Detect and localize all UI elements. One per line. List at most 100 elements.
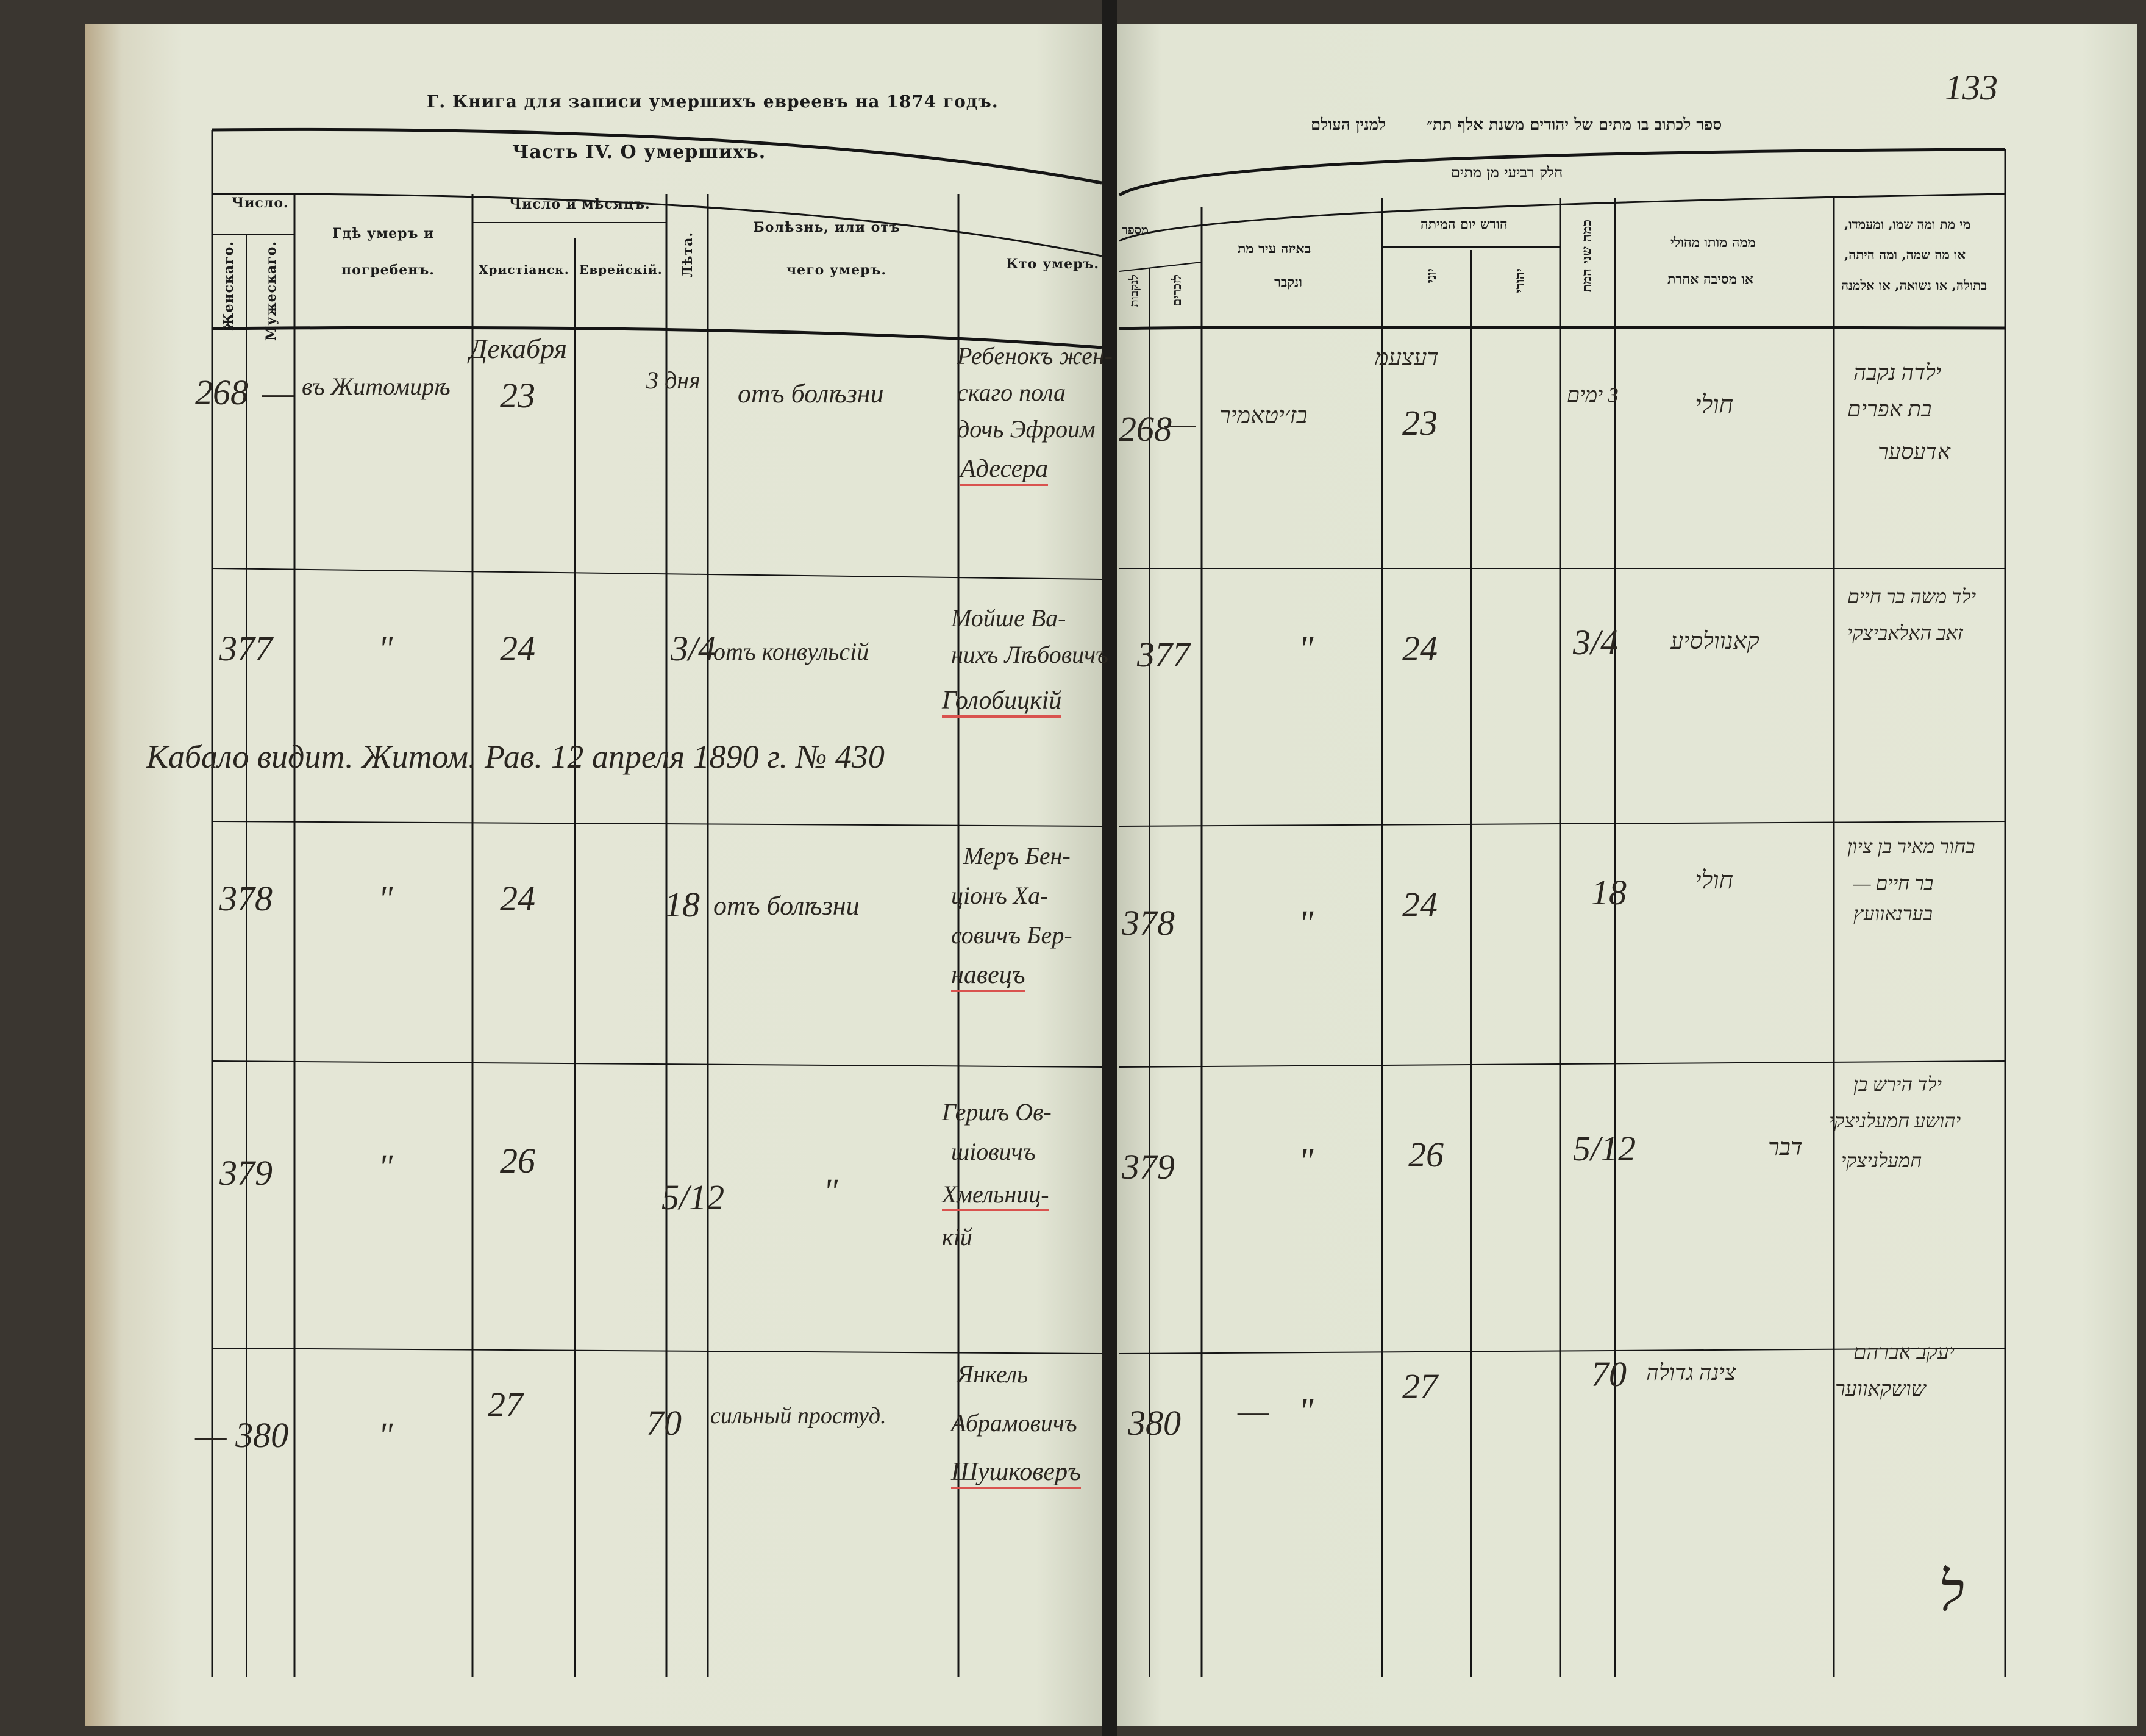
who-line: זאב האלאביצקי <box>1847 622 1963 644</box>
month-note: Декабря <box>469 333 567 364</box>
book-spine <box>1102 0 1117 1736</box>
female-number: 380 <box>1128 1403 1181 1443</box>
date: 26 <box>500 1141 535 1181</box>
who-line: בחור מאיר בן ציון <box>1847 835 1975 857</box>
header-male-he: לזכרים <box>1169 274 1184 307</box>
right-page-title-era: למנין העולם <box>1311 116 1386 134</box>
header-jewish-he: יהודי <box>1512 268 1528 293</box>
who-line: Хмельниц- <box>942 1180 1049 1211</box>
cause: отъ болѣзни <box>713 891 860 921</box>
place: בז׳יטאמיר <box>1219 403 1308 429</box>
age: 18 <box>1591 873 1627 912</box>
date: 24 <box>500 629 535 668</box>
place: " <box>378 1415 393 1455</box>
cause: דבר <box>1768 1135 1803 1160</box>
who-line: אדעסער <box>1878 440 1951 464</box>
female-number: 378 <box>1122 903 1175 943</box>
header-male: Мужескаго. <box>263 241 279 341</box>
cause: " <box>823 1171 838 1211</box>
place: " <box>1299 629 1314 668</box>
date: 26 <box>1408 1135 1444 1174</box>
age: 70 <box>646 1403 682 1443</box>
cause: צינה גדולה <box>1646 1360 1736 1385</box>
date: 27 <box>488 1385 523 1424</box>
who-line: בר חיים — <box>1853 872 1934 894</box>
cause: חולי <box>1695 866 1734 894</box>
female-number: 378 <box>219 879 273 918</box>
who-line: Голобицкій <box>942 686 1062 718</box>
header-age: Лѣта. <box>680 232 696 278</box>
place: " <box>378 629 393 668</box>
header-who-3-he: בתולה, או נשואה, או אלמנה <box>1841 277 1987 293</box>
date: 24 <box>1402 885 1438 924</box>
who-line: скаго пола <box>957 379 1066 406</box>
header-place-1: Гдѣ умеръ и <box>332 226 435 241</box>
who-line: יהושע חמעלניצקי <box>1829 1110 1961 1132</box>
who-line: ילד משה בר חיים <box>1847 585 1977 607</box>
who-line: совичъ Бер- <box>951 921 1072 949</box>
male-number: — <box>1238 1391 1269 1431</box>
who-line: שושקאווער <box>1835 1378 1926 1401</box>
cause: отъ конвульсій <box>713 638 869 665</box>
footer-mark: ל <box>1939 1562 1965 1623</box>
place: " <box>1299 903 1314 943</box>
header-cause-1-he: ממה מותו מחולי <box>1670 235 1756 251</box>
place: " <box>378 1147 393 1187</box>
header-who-1-he: מי מת ומה שמו, ומעמדו, <box>1844 216 1971 232</box>
place: " <box>1299 1141 1314 1181</box>
header-number: Число. <box>232 195 289 211</box>
right-section-title: חלק רביעי מן מתים <box>1451 163 1563 181</box>
cause: חולי <box>1695 391 1734 418</box>
female-number: — 380 <box>195 1415 289 1455</box>
header-christian: Христіанск. <box>479 262 569 277</box>
age: 5/12 <box>1573 1129 1636 1168</box>
who-line: ילד הירש בן <box>1853 1073 1942 1095</box>
place: " <box>378 879 393 918</box>
date: 24 <box>500 879 535 918</box>
place: " <box>1299 1391 1314 1431</box>
female-number: 268 <box>1119 409 1172 449</box>
place: въ Житомирѣ <box>302 373 451 400</box>
cause: קאנוולסיע <box>1670 629 1759 654</box>
who-line: Адесера <box>960 454 1049 486</box>
who-line: Ребенокъ жен- <box>957 342 1113 370</box>
date: 23 <box>1402 403 1438 443</box>
date: 23 <box>500 376 535 415</box>
header-date-he: חודש יום המיתה <box>1421 216 1508 232</box>
male-number: — <box>1164 403 1196 443</box>
right-page-title: ספר לכתוב בו מתים של יהודים משנת אלף תת״ <box>1427 116 1722 134</box>
right-page <box>1107 24 2137 1726</box>
header-number-he: מספר <box>1122 223 1149 237</box>
header-jewish: Еврейскій. <box>579 262 663 277</box>
header-civil-he: יוני <box>1424 268 1439 284</box>
who-line: Шушковеръ <box>951 1457 1081 1489</box>
left-page <box>85 24 1107 1726</box>
who-line: יעקב אברהם <box>1853 1341 1955 1364</box>
female-number: 377 <box>219 629 273 668</box>
female-number: 377 <box>1137 635 1190 674</box>
month: דעצעמ <box>1375 345 1439 371</box>
male-number: — <box>262 373 294 412</box>
page-number: 133 <box>1945 68 1998 107</box>
who-line: Меръ Бен- <box>963 842 1071 870</box>
header-who-2-he: או מה שמה, ומה היתה, <box>1844 247 1966 262</box>
left-section-title: Часть IV. О умершихъ. <box>512 141 766 163</box>
age: 70 <box>1591 1354 1627 1394</box>
age: 3/4 <box>671 629 716 668</box>
female-number: 268 <box>195 373 248 412</box>
header-place-2: погребенъ. <box>341 262 435 278</box>
header-place-2-he: ונקבר <box>1274 274 1302 290</box>
who-line: Абрамовичъ <box>951 1409 1077 1437</box>
who-line: חמעלניצקי <box>1841 1149 1922 1171</box>
age: 3 ימים <box>1567 384 1619 407</box>
who-line: ціонъ Ха- <box>951 882 1049 909</box>
age: 18 <box>665 885 700 924</box>
who-line: кій <box>942 1223 972 1251</box>
header-age-he: כמה שני המת <box>1579 220 1595 293</box>
who-line: нихъ Лѣбовичъ <box>951 641 1108 668</box>
header-cause-2-he: או מסיבה אחרת <box>1667 271 1754 287</box>
age: 3/4 <box>1573 623 1619 662</box>
who-line: Янкель <box>957 1360 1028 1388</box>
age: 3 дня <box>646 366 700 394</box>
